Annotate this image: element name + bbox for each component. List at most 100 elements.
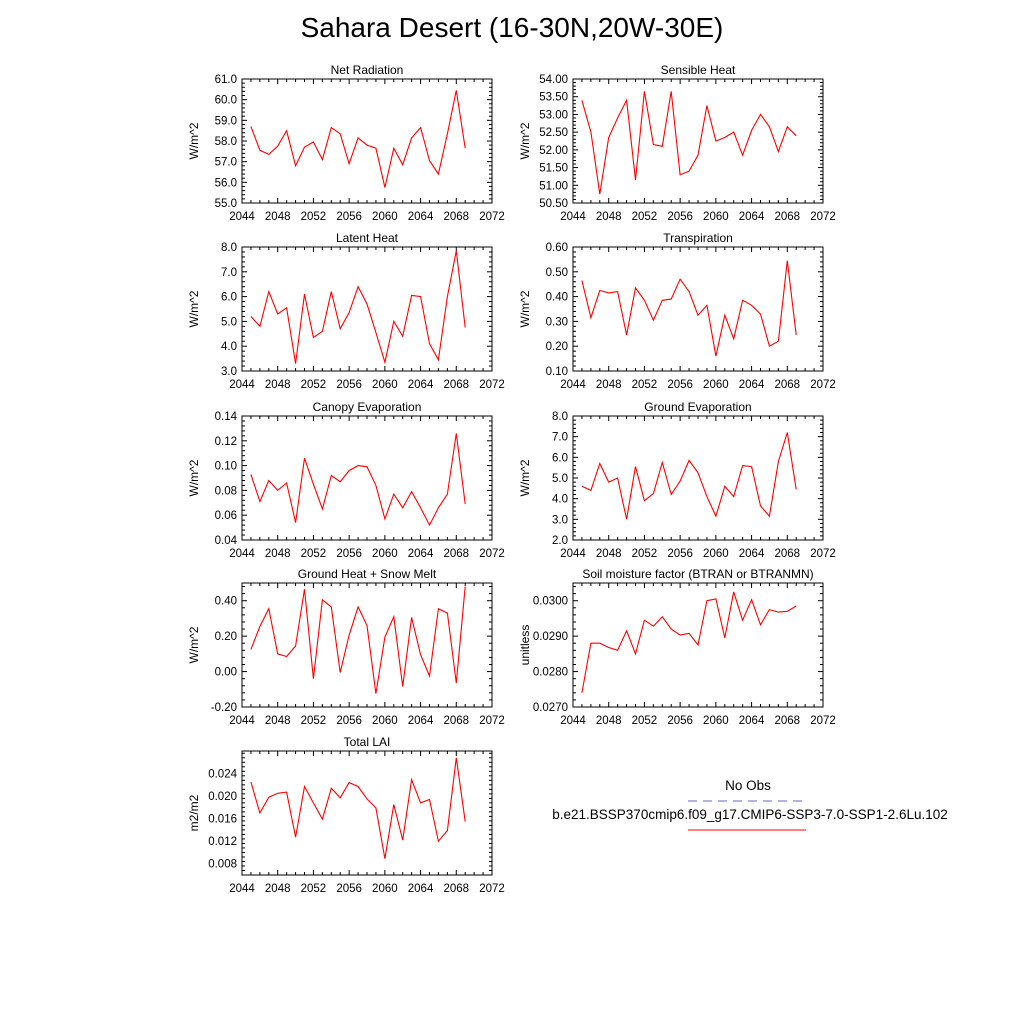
y-axis-label: W/m^2 xyxy=(187,459,201,496)
x-tick-label: 2060 xyxy=(372,548,398,560)
x-tick-label: 2044 xyxy=(229,548,255,560)
x-tick-label: 2072 xyxy=(479,379,505,391)
y-tick-label: 7.0 xyxy=(552,432,568,444)
panel-title: Ground Heat + Snow Melt xyxy=(298,567,437,581)
x-tick-label: 2056 xyxy=(336,379,362,391)
panel-4: Transpiration 2044 2048 2052 2056 2060 2064 206… xyxy=(518,231,836,391)
y-tick-label: 51.00 xyxy=(539,180,568,192)
y-tick-label: 50.50 xyxy=(539,198,568,210)
x-tick-label: 2068 xyxy=(443,548,469,560)
y-axis-label: W/m^2 xyxy=(518,290,532,327)
series-line xyxy=(250,250,466,365)
x-tick-label: 2056 xyxy=(667,715,693,727)
y-tick-label: 5.0 xyxy=(552,473,568,485)
plot-frame xyxy=(241,246,493,372)
y-tick-label: 0.08 xyxy=(215,485,237,497)
series-line xyxy=(250,757,466,859)
series-line xyxy=(581,91,797,195)
x-tick-label: 2044 xyxy=(229,379,255,391)
y-tick-label: 59.0 xyxy=(215,115,237,127)
plot-frame xyxy=(241,582,493,708)
x-tick-label: 2064 xyxy=(408,548,434,560)
x-tick-label: 2072 xyxy=(810,211,836,223)
x-tick-label: 2064 xyxy=(739,715,765,727)
y-axis-label: W/m^2 xyxy=(187,290,201,327)
x-tick-label: 2048 xyxy=(596,379,622,391)
x-tick-label: 2044 xyxy=(229,715,255,727)
x-tick-label: 2044 xyxy=(560,211,586,223)
x-tick-label: 2056 xyxy=(336,548,362,560)
panel-8: Soil moisture factor (BTRAN or BTRANMN) 2… xyxy=(518,567,836,727)
x-tick-label: 2060 xyxy=(703,211,729,223)
y-tick-label: 0.12 xyxy=(215,436,237,448)
x-tick-label: 2052 xyxy=(301,379,327,391)
x-tick-label: 2072 xyxy=(479,715,505,727)
x-tick-label: 2056 xyxy=(667,379,693,391)
y-tick-label: 3.0 xyxy=(221,366,237,378)
y-tick-label: 0.0280 xyxy=(533,667,568,679)
x-tick-label: 2064 xyxy=(408,883,434,895)
legend-case-label: b.e21.BSSP370cmip6.f09_g17.CMIP6-SSP3-7.… xyxy=(552,807,948,822)
y-tick-label: 0.40 xyxy=(546,292,568,304)
panel-title: Canopy Evaporation xyxy=(313,400,422,414)
series-line xyxy=(581,591,797,693)
x-tick-label: 2044 xyxy=(560,548,586,560)
y-tick-label: 0.06 xyxy=(215,510,237,522)
series-line xyxy=(250,586,466,694)
plot-frame xyxy=(572,415,824,541)
y-tick-label: 0.024 xyxy=(208,769,237,781)
series-line xyxy=(581,432,797,520)
x-tick-label: 2056 xyxy=(336,715,362,727)
x-tick-label: 2052 xyxy=(632,211,658,223)
y-tick-label: 4.0 xyxy=(221,341,237,353)
y-tick-label: 0.04 xyxy=(215,535,238,547)
y-tick-label: 0.00 xyxy=(215,667,237,679)
y-tick-label: 4.0 xyxy=(552,494,568,506)
y-axis-label: unitless xyxy=(518,625,532,666)
panel-title: Total LAI xyxy=(344,735,391,749)
x-tick-label: 2048 xyxy=(596,211,622,223)
x-tick-label: 2048 xyxy=(596,715,622,727)
x-tick-label: 2052 xyxy=(632,379,658,391)
x-tick-label: 2072 xyxy=(810,548,836,560)
x-tick-label: 2048 xyxy=(265,715,291,727)
x-tick-label: 2072 xyxy=(479,211,505,223)
y-tick-label: 0.0270 xyxy=(533,702,568,714)
x-tick-label: 2060 xyxy=(703,548,729,560)
x-tick-label: 2068 xyxy=(774,548,800,560)
y-tick-label: 0.0290 xyxy=(533,631,568,643)
x-tick-label: 2052 xyxy=(632,715,658,727)
x-tick-label: 2060 xyxy=(372,715,398,727)
x-tick-label: 2048 xyxy=(596,548,622,560)
x-tick-label: 2048 xyxy=(265,211,291,223)
y-tick-label: -0.20 xyxy=(211,702,237,714)
y-tick-label: 2.0 xyxy=(552,535,568,547)
y-tick-label: 53.50 xyxy=(539,92,568,104)
y-tick-label: 0.30 xyxy=(546,316,568,328)
x-tick-label: 2056 xyxy=(667,548,693,560)
y-tick-label: 52.00 xyxy=(539,145,568,157)
panel-6: Ground Evaporation 2044 2048 2052 2056 2060 20… xyxy=(518,400,836,560)
plot-frame xyxy=(572,78,824,204)
y-tick-label: 0.14 xyxy=(215,411,238,423)
y-tick-label: 8.0 xyxy=(221,242,237,254)
panel-1: Net Radiation 2044 2048 2052 2056 2060 2064 206… xyxy=(187,63,505,223)
x-tick-label: 2072 xyxy=(479,883,505,895)
x-tick-label: 2044 xyxy=(560,379,586,391)
x-tick-label: 2068 xyxy=(443,379,469,391)
x-tick-label: 2068 xyxy=(774,715,800,727)
x-tick-label: 2060 xyxy=(372,883,398,895)
panel-5: Canopy Evaporation 2044 2048 2052 2056 2060 20… xyxy=(187,400,505,560)
plot-frame xyxy=(572,246,824,372)
y-tick-label: 60.0 xyxy=(215,95,237,107)
y-tick-label: 7.0 xyxy=(221,267,237,279)
figure-title: Sahara Desert (16-30N,20W-30E) xyxy=(300,12,724,43)
x-tick-label: 2060 xyxy=(703,379,729,391)
y-tick-label: 0.20 xyxy=(215,631,237,643)
y-tick-label: 53.00 xyxy=(539,109,568,121)
x-tick-label: 2048 xyxy=(265,548,291,560)
y-tick-label: 0.016 xyxy=(208,814,237,826)
x-tick-label: 2060 xyxy=(372,379,398,391)
x-tick-label: 2060 xyxy=(372,211,398,223)
